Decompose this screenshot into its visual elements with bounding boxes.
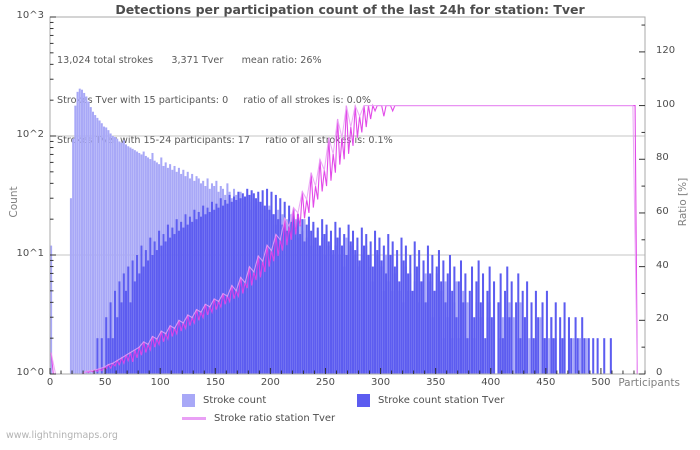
chart-title: Detections per participation count of th…	[115, 2, 585, 17]
annotation-line-15-participants: Strokes Tver with 15 participants: 0 rat…	[57, 95, 372, 107]
legend-item-stroke-count-tver: Stroke count station Tver	[357, 392, 504, 408]
axis-ticks	[49, 16, 646, 375]
y-axis-left-tick-10^3: 10^3	[16, 10, 44, 21]
legend-swatch-stroke-count-tver	[357, 393, 370, 407]
x-axis-tick-150: 150	[205, 377, 225, 388]
x-axis-tick-250: 250	[315, 377, 335, 388]
x-axis-tick-300: 300	[371, 377, 391, 388]
y-axis-left-tick-10^0: 10^0	[16, 367, 44, 378]
x-axis-tick-50: 50	[98, 377, 112, 388]
y-axis-right-tick-100: 100	[656, 98, 676, 110]
legend-label-stroke-count-tver: Stroke count station Tver	[378, 394, 505, 406]
y-axis-right-tick-0: 0	[656, 367, 663, 378]
y-axis-right-tick-120: 120	[656, 44, 676, 56]
y-axis-right-tick-40: 40	[656, 259, 669, 271]
x-axis-tick-0: 0	[46, 377, 54, 388]
legend-item-stroke-count: Stroke count	[182, 392, 266, 408]
x-axis-tick-200: 200	[260, 377, 280, 388]
y-axis-right-tick-80: 80	[656, 152, 669, 164]
bars-stroke-count-tver	[96, 188, 612, 374]
chart-legend: Stroke count Stroke count station Tver S…	[182, 392, 602, 426]
x-axis-label: Participants	[618, 377, 680, 389]
x-axis-tick-500: 500	[591, 377, 611, 388]
y-axis-left-tick-10^2: 10^2	[16, 129, 44, 140]
x-axis-tick-450: 450	[536, 377, 556, 388]
x-axis-tick-350: 350	[426, 377, 446, 388]
ratio-line-station-tver	[50, 103, 644, 374]
x-axis-tick-100: 100	[150, 377, 170, 388]
legend-line-stroke-ratio-tver	[182, 416, 206, 420]
footer-attribution: www.lightningmaps.org	[6, 430, 118, 441]
annotation-line-totals: 13,024 total strokes 3,371 Tver mean rat…	[57, 55, 322, 67]
legend-label-stroke-count: Stroke count	[203, 394, 267, 406]
y-axis-right-tick-60: 60	[656, 205, 669, 217]
y-axis-left-label: Count	[8, 186, 20, 218]
y-axis-left-tick-10^1: 10^1	[16, 248, 44, 259]
legend-item-stroke-ratio-tver: Stroke ratio station Tver	[182, 410, 335, 426]
x-axis-tick-400: 400	[481, 377, 501, 388]
legend-swatch-stroke-count	[182, 393, 195, 407]
legend-label-stroke-ratio-tver: Stroke ratio station Tver	[214, 412, 336, 424]
y-axis-right-tick-20: 20	[656, 313, 669, 325]
y-axis-right-label: Ratio [%]	[677, 177, 689, 227]
